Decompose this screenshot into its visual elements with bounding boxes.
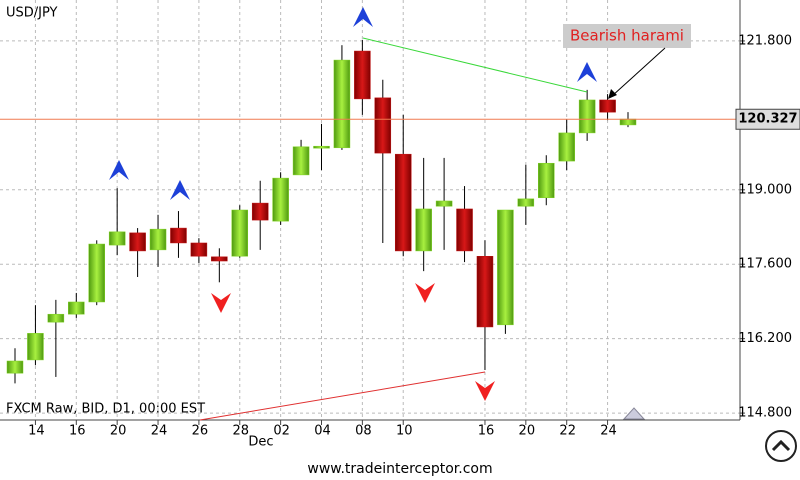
candle-body: [292, 146, 310, 176]
down-markers: [211, 283, 495, 401]
candle-body: [170, 227, 187, 244]
x-tick-label: 20: [110, 424, 127, 439]
candle-body: [578, 99, 596, 134]
current-price-label: 120.327: [738, 112, 797, 127]
candle-body: [435, 200, 453, 207]
candle-body: [149, 228, 167, 251]
candle-body: [374, 97, 392, 154]
trend-line: [199, 371, 486, 421]
candle-body: [415, 208, 432, 252]
candle-body: [88, 243, 105, 303]
chart-title: USD/JPY: [6, 6, 58, 21]
candle-body: [558, 132, 575, 162]
current-price-box: [735, 108, 800, 130]
x-tick-label: 24: [600, 424, 617, 439]
y-tick-label: 119.000: [738, 182, 792, 197]
y-tick-label: 114.800: [738, 406, 792, 421]
x-tick-label: 16: [69, 424, 86, 439]
candle-body: [108, 231, 126, 246]
candle-body: [211, 256, 228, 262]
x-tick-label: 22: [559, 424, 576, 439]
candle-body: [538, 162, 555, 199]
trend-line: [362, 37, 588, 93]
y-tick-label: 117.600: [738, 257, 792, 272]
plot-area: [0, 0, 740, 420]
candle-body: [599, 99, 616, 113]
up-markers: [109, 7, 597, 200]
y-tick-label: 121.800: [738, 33, 792, 48]
candle-body: [497, 209, 514, 326]
scroll-button[interactable]: [765, 430, 797, 462]
candle-body: [619, 118, 637, 126]
candle-body: [272, 177, 289, 222]
candle-body: [354, 50, 371, 100]
candle-body: [47, 313, 65, 323]
annotation: Bearish harami: [570, 27, 684, 45]
candle-body: [251, 202, 269, 221]
scroll-icon: [771, 439, 791, 452]
annotation-box: [563, 24, 691, 48]
y-tick-label: 116.200: [738, 331, 792, 346]
candle-body: [313, 145, 330, 149]
candle-body: [231, 209, 249, 257]
candle-body: [333, 59, 351, 149]
x-tick-label: 16: [478, 424, 495, 439]
footer: www.tradeinterceptor.com: [307, 461, 492, 477]
candle-body: [394, 153, 412, 252]
x-tick-label: 08: [355, 424, 372, 439]
candle-body: [68, 301, 85, 315]
x-tick-label: 10: [396, 424, 413, 439]
candle-body: [27, 333, 44, 361]
scroll-marker[interactable]: [622, 407, 646, 420]
candle-body: [129, 232, 146, 252]
x-tick-label: 14: [28, 424, 45, 439]
candle-body: [6, 360, 24, 374]
candle-body: [476, 256, 494, 328]
chart-subtitle: FXCM Raw, BID, D1, 00:00 EST: [6, 402, 205, 417]
x-tick-label: 26: [192, 424, 209, 439]
x-tick-label: 02: [273, 424, 290, 439]
candle-body: [517, 198, 535, 207]
annotation-arrow: [611, 47, 666, 97]
candle-body: [456, 208, 473, 252]
x-tick-label: 28: [232, 424, 249, 439]
month-label: Dec: [248, 435, 273, 450]
x-tick-label: 04: [314, 424, 331, 439]
annotation-arrowhead: [608, 89, 617, 99]
x-tick-label: 24: [151, 424, 168, 439]
x-tick-label: 20: [519, 424, 536, 439]
candle-body: [190, 242, 208, 257]
